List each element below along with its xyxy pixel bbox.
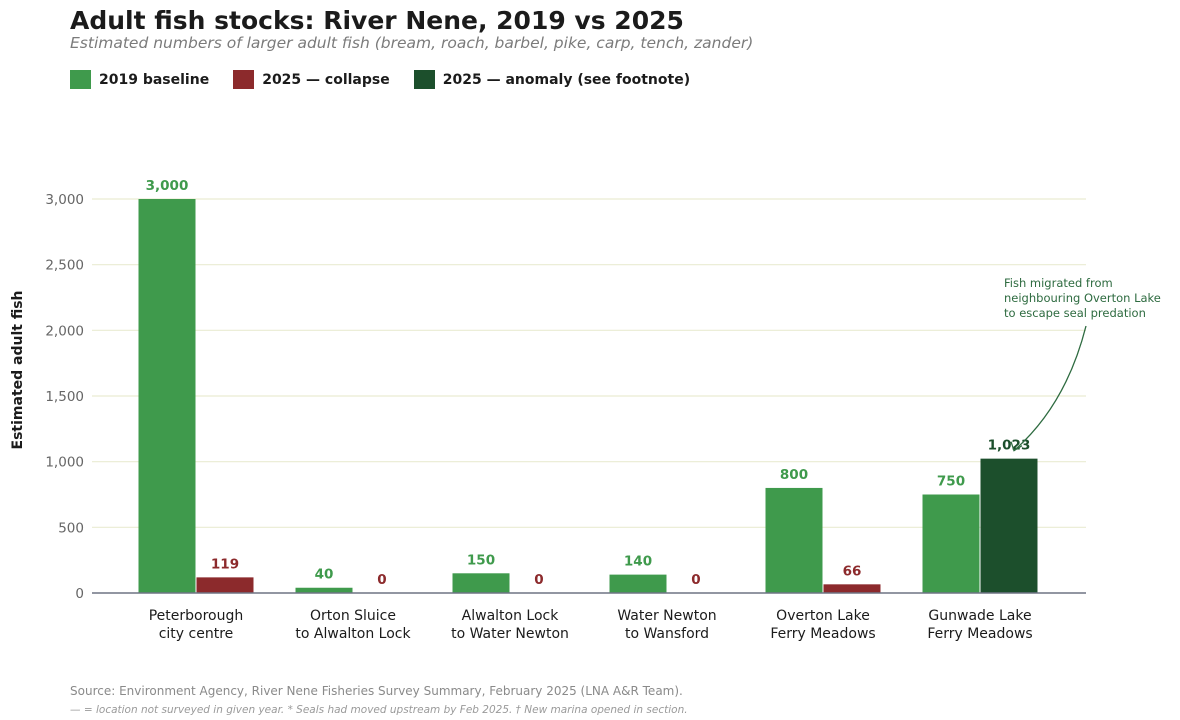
data-label-2025: 119: [211, 556, 239, 572]
data-label-2019: 40: [315, 567, 334, 583]
annotation-text: to escape seal predation: [1004, 306, 1146, 320]
data-label-2019: 800: [780, 467, 808, 483]
legend-label-2025-collapse: 2025 — collapse: [262, 71, 390, 88]
footnote: — = location not surveyed in given year.…: [70, 704, 688, 716]
x-tick-label: city centre: [159, 626, 234, 642]
bar-2025: [823, 584, 881, 593]
bar-2025: [980, 458, 1038, 593]
annotation-text: Fish migrated from: [1004, 276, 1113, 290]
y-tick-label: 3,000: [45, 192, 84, 208]
data-label-2025: 1,023: [988, 438, 1031, 454]
data-label-2025: 0: [377, 572, 386, 588]
x-tick-label: Orton Sluice: [310, 608, 396, 624]
data-label-2019: 150: [467, 552, 495, 568]
legend-item-2019-baseline: 2019 baseline: [70, 70, 209, 89]
legend-swatch-2025-anomaly: [413, 70, 435, 89]
y-tick-label: 1,000: [45, 455, 84, 471]
bar-2025: [196, 577, 254, 593]
x-tick-label: Water Newton: [617, 608, 716, 624]
data-label-2025: 0: [691, 572, 700, 588]
y-tick-label: 2,000: [45, 323, 84, 339]
x-tick-label: Peterborough: [149, 608, 244, 624]
y-tick-label: 500: [58, 520, 84, 536]
legend-item-2025-anomaly: 2025 — anomaly (see footnote): [413, 70, 691, 89]
annotation-arrowhead: [1010, 441, 1023, 452]
data-label-2019: 3,000: [146, 178, 189, 194]
bar-2019-baseline: [922, 494, 980, 593]
bar-2019-baseline: [295, 587, 353, 593]
data-label-2019: 750: [937, 474, 965, 490]
y-axis-label: Estimated adult fish: [10, 291, 26, 450]
legend-swatch-2025-collapse: [233, 70, 255, 89]
legend: 2019 baseline 2025 — collapse 2025 — ano…: [70, 70, 714, 89]
y-tick-label: 2,500: [45, 258, 84, 274]
bar-2019-baseline: [138, 199, 196, 593]
y-tick-label: 1,500: [45, 389, 84, 405]
x-tick-label: to Alwalton Lock: [295, 626, 411, 642]
x-tick-label: Alwalton Lock: [462, 608, 560, 624]
bar-2019-baseline: [452, 573, 510, 593]
legend-label-2019-baseline: 2019 baseline: [99, 71, 210, 88]
chart-subtitle: Estimated numbers of larger adult fish (…: [70, 34, 754, 52]
legend-label-2025-anomaly: 2025 — anomaly (see footnote): [442, 71, 691, 88]
x-tick-label: to Wansford: [625, 626, 709, 642]
data-label-2025: 0: [534, 572, 543, 588]
legend-swatch-2019-baseline: [70, 70, 91, 89]
x-tick-label: Overton Lake: [776, 608, 870, 624]
x-tick-label: Ferry Meadows: [770, 626, 875, 642]
data-label-2019: 140: [624, 554, 652, 570]
x-tick-label: Ferry Meadows: [927, 626, 1032, 642]
x-tick-label: to Water Newton: [451, 626, 569, 642]
annotation-text: neighbouring Overton Lake: [1004, 291, 1161, 305]
bar-2019-baseline: [609, 574, 667, 593]
annotation-arrow: [1013, 325, 1087, 452]
source-note: Source: Environment Agency, River Nene F…: [70, 684, 683, 698]
y-tick-label: 0: [75, 586, 84, 602]
legend-item-2025-collapse: 2025 — collapse: [233, 70, 390, 89]
data-label-2025: 66: [843, 563, 862, 579]
x-tick-label: Gunwade Lake: [928, 608, 1031, 624]
bar-2019-baseline: [765, 487, 823, 593]
chart-title: Adult fish stocks: River Nene, 2019 vs 2…: [70, 6, 684, 35]
